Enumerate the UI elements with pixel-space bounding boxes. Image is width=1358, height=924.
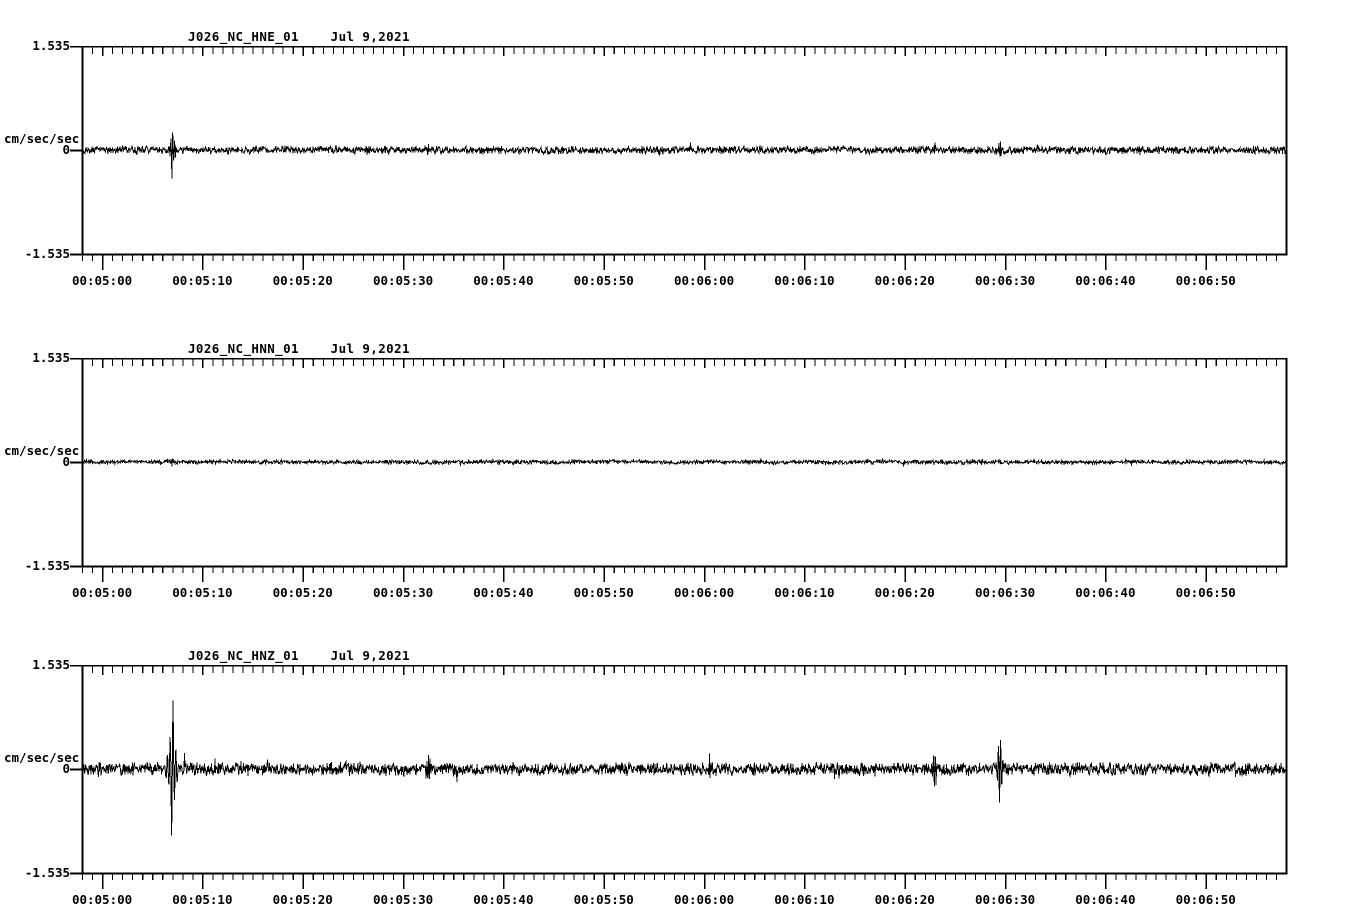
y-axis-unit-label-hnn: cm/sec/sec: [4, 443, 80, 458]
x-axis-tick-label: 00:06:00: [673, 585, 735, 600]
y-axis-unit-label-hnz: cm/sec/sec: [4, 750, 80, 765]
y-axis-label-zero-hne: 0: [62, 142, 70, 157]
x-axis-tick-label: 00:06:20: [874, 892, 935, 907]
x-axis-tick-label: 00:06:30: [974, 585, 1036, 600]
x-axis-tick-label: 00:05:40: [473, 585, 534, 600]
plot-area-hne: [70, 46, 1288, 270]
x-axis-tick-label: 00:05:00: [71, 585, 133, 600]
x-axis-tick-label: 00:06:50: [1175, 273, 1236, 288]
plot-area-hnz: [70, 665, 1288, 889]
x-axis-tick-label: 00:05:30: [372, 273, 434, 288]
x-axis-tick-label: 00:05:40: [473, 892, 534, 907]
seismogram-panel-hnz: J026_NC_HNZ_01 Jul 9,2021 1.535 cm/sec/sec…: [0, 641, 1358, 919]
y-axis-label-max-hnz: 1.535: [32, 657, 70, 672]
x-axis-tick-label: 00:05:10: [172, 273, 233, 288]
y-axis-label-max-hne: 1.535: [32, 38, 70, 53]
x-axis-tick-label: 00:06:40: [1075, 892, 1136, 907]
x-axis-tick-label: 00:05:50: [573, 273, 634, 288]
plot-area-hnn: [70, 358, 1288, 582]
x-axis-tick-label: 00:05:30: [372, 585, 434, 600]
x-axis-tick-label: 00:06:10: [774, 273, 835, 288]
x-axis-tick-label: 00:06:50: [1175, 585, 1236, 600]
panel-title-hne: J026_NC_HNE_01 Jul 9,2021: [188, 29, 410, 44]
seismogram-panel-hne: J026_NC_HNE_01 Jul 9,2021 1.535 cm/sec/sec…: [0, 22, 1358, 300]
x-axis-tick-label: 00:06:40: [1075, 273, 1136, 288]
x-axis-tick-label: 00:06:40: [1075, 585, 1136, 600]
y-axis-label-min-hne: -1.535: [24, 246, 70, 261]
x-axis-tick-label: 00:05:00: [71, 892, 133, 907]
x-axis-tick-label: 00:06:00: [673, 892, 735, 907]
x-axis-tick-label: 00:05:20: [272, 892, 333, 907]
y-axis-unit-label-hne: cm/sec/sec: [4, 131, 80, 146]
y-axis-label-min-hnz: -1.535: [24, 865, 70, 880]
x-axis-tick-label: 00:05:20: [272, 273, 333, 288]
x-axis-tick-label: 00:06:30: [974, 273, 1036, 288]
y-axis-label-max-hnn: 1.535: [32, 350, 70, 365]
x-axis-tick-label: 00:06:20: [874, 273, 935, 288]
x-axis-tick-label: 00:05:50: [573, 585, 634, 600]
x-axis-tick-label: 00:05:10: [172, 892, 233, 907]
x-axis-tick-label: 00:06:30: [974, 892, 1036, 907]
x-axis-tick-label: 00:06:00: [673, 273, 735, 288]
y-axis-label-min-hnn: -1.535: [24, 558, 70, 573]
seismogram-panel-hnn: J026_NC_HNN_01 Jul 9,2021 1.535 cm/sec/sec…: [0, 334, 1358, 612]
x-axis-tick-label: 00:05:10: [172, 585, 233, 600]
panel-title-hnn: J026_NC_HNN_01 Jul 9,2021: [188, 341, 410, 356]
x-axis-tick-label: 00:06:50: [1175, 892, 1236, 907]
x-axis-tick-label: 00:05:20: [272, 585, 333, 600]
x-axis-tick-label: 00:05:50: [573, 892, 634, 907]
x-axis-tick-label: 00:06:10: [774, 585, 835, 600]
x-axis-tick-label: 00:06:10: [774, 892, 835, 907]
y-axis-label-zero-hnn: 0: [62, 454, 70, 469]
x-axis-tick-label: 00:06:20: [874, 585, 935, 600]
x-axis-tick-label: 00:05:40: [473, 273, 534, 288]
panel-title-hnz: J026_NC_HNZ_01 Jul 9,2021: [188, 648, 410, 663]
y-axis-label-zero-hnz: 0: [62, 761, 70, 776]
x-axis-tick-label: 00:05:00: [71, 273, 133, 288]
x-axis-tick-label: 00:05:30: [372, 892, 434, 907]
